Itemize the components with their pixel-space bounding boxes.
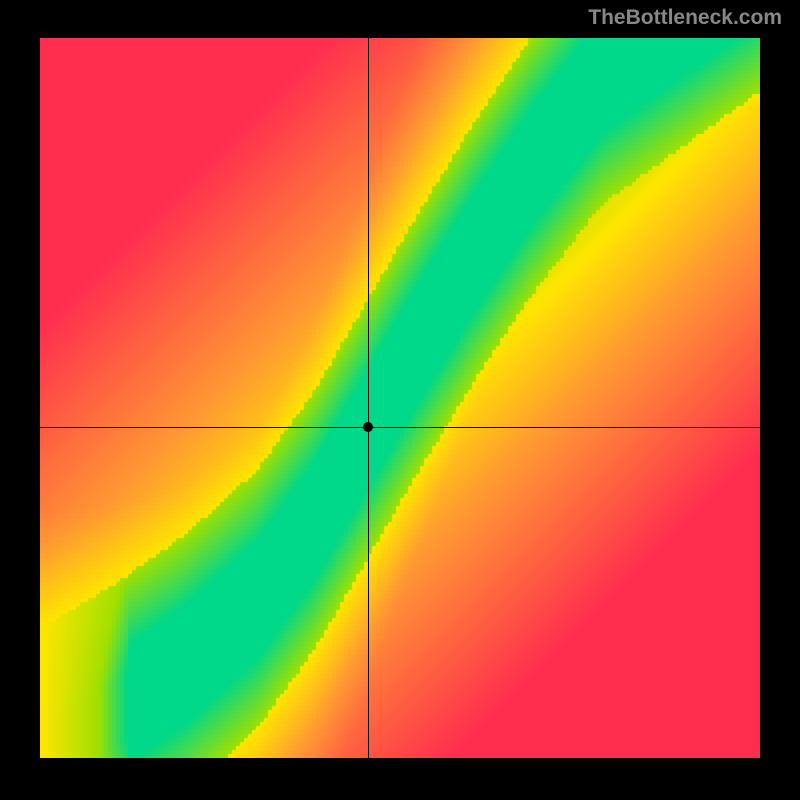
crosshair-horizontal xyxy=(40,427,760,428)
chart-container: TheBottleneck.com xyxy=(0,0,800,800)
watermark-text: TheBottleneck.com xyxy=(588,6,782,30)
plot-area xyxy=(40,38,760,758)
heatmap-canvas xyxy=(40,38,760,758)
marker-dot xyxy=(363,422,373,432)
crosshair-vertical xyxy=(368,38,369,758)
